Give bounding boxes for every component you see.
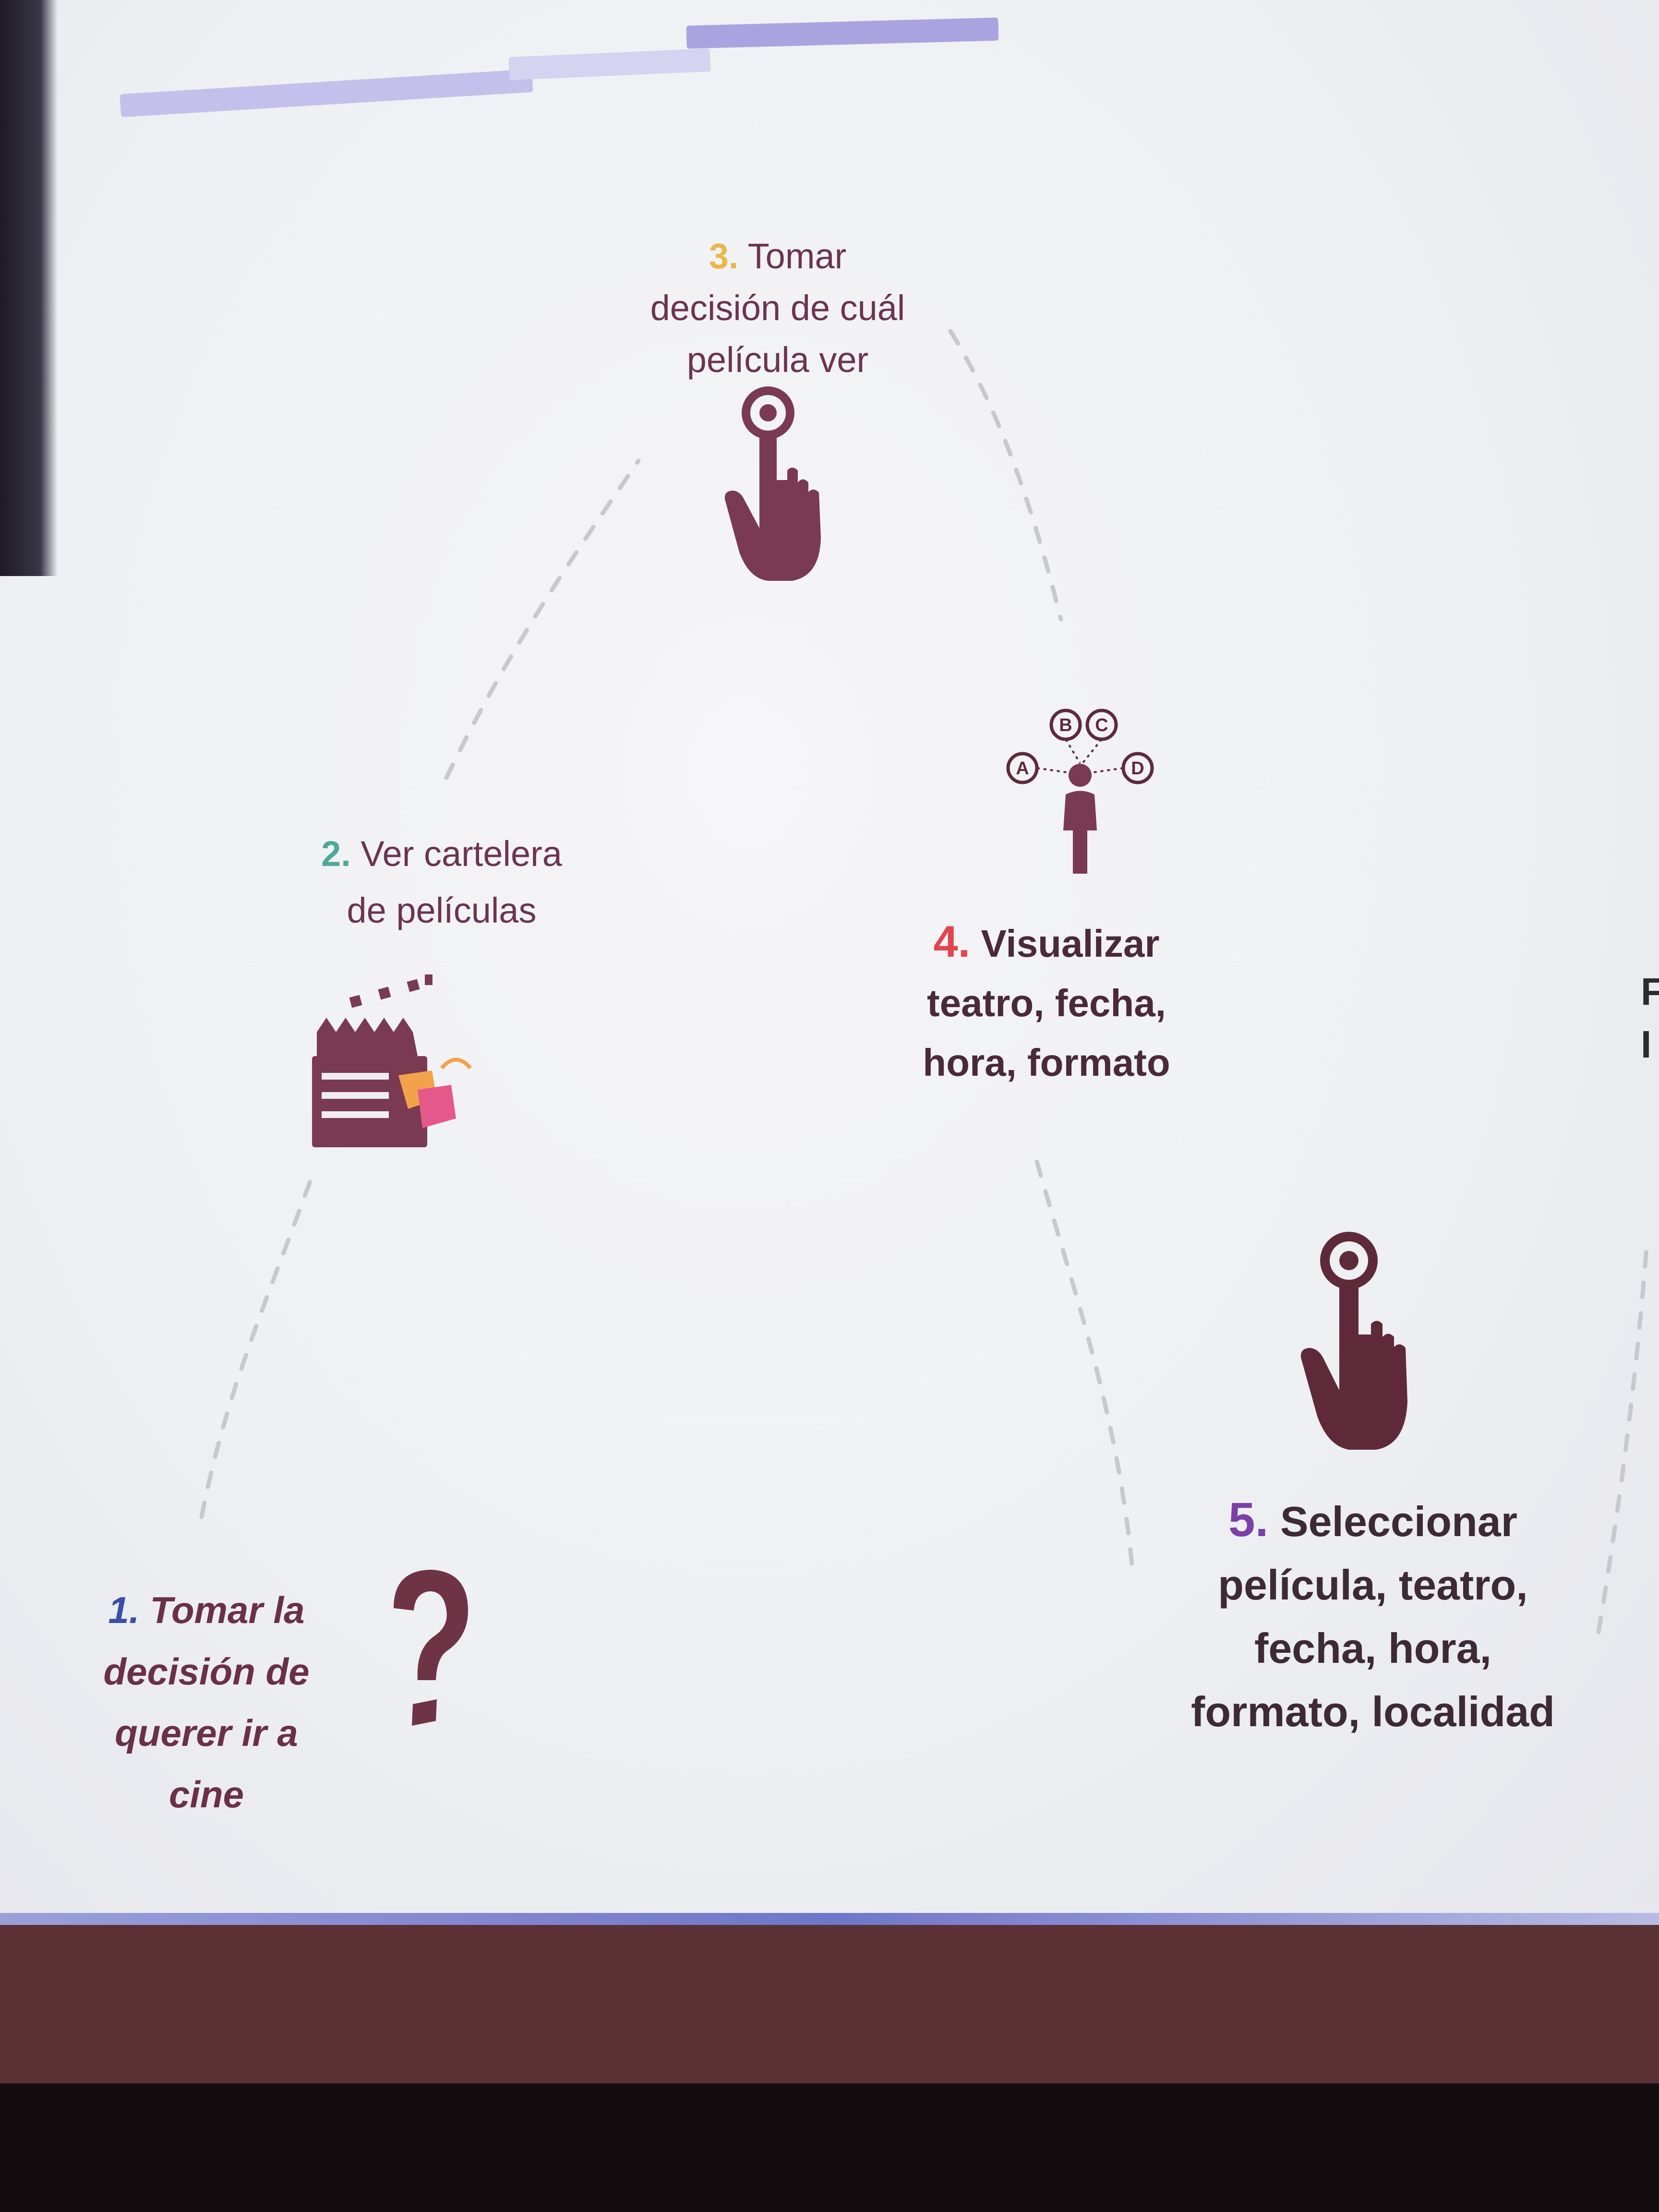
connector-3-4 xyxy=(948,329,1063,622)
connector-5-next xyxy=(1596,1246,1649,1635)
pointing-hand-icon xyxy=(1300,1232,1407,1450)
step-number: 1. xyxy=(108,1589,140,1631)
person-options-icon: A B C D xyxy=(1006,709,1154,874)
step-1-label: 1. Tomar la decisión de querer ir a cine xyxy=(103,1589,310,1815)
step-3-label: 3. Tomar decisión de cuál película ver xyxy=(650,236,905,380)
option-a: A xyxy=(1016,758,1029,779)
step-4-label: 4. Visualizar teatro, fecha, hora, forma… xyxy=(923,917,1170,1084)
step-5-label: 5. Seleccionar película, teatro, fecha, … xyxy=(1191,1493,1555,1735)
step-number: 4. xyxy=(933,917,971,966)
clapperboard-icon xyxy=(312,974,472,1147)
cropped-text: I xyxy=(1641,1023,1652,1066)
room-floor xyxy=(0,2083,1659,2212)
step-2-label: 2. Ver cartelera de películas xyxy=(321,834,562,930)
step-number: 3. xyxy=(709,236,739,276)
question-mark-icon xyxy=(394,1570,468,1726)
option-c: C xyxy=(1095,715,1108,735)
connector-1-2 xyxy=(199,1174,314,1519)
connector-2-3 xyxy=(444,458,641,780)
pointing-hand-icon xyxy=(724,386,821,581)
step-number: 2. xyxy=(321,834,351,874)
screen-bezel xyxy=(0,0,58,576)
slide: 3. Tomar decisión de cuál película ver 2… xyxy=(0,0,1659,1930)
cropped-text: F xyxy=(1641,970,1659,1013)
step-number: 5. xyxy=(1228,1493,1269,1547)
option-d: D xyxy=(1131,758,1144,779)
option-b: B xyxy=(1059,715,1072,735)
connector-4-5 xyxy=(1034,1159,1135,1577)
dashed-connectors xyxy=(199,329,1649,1635)
